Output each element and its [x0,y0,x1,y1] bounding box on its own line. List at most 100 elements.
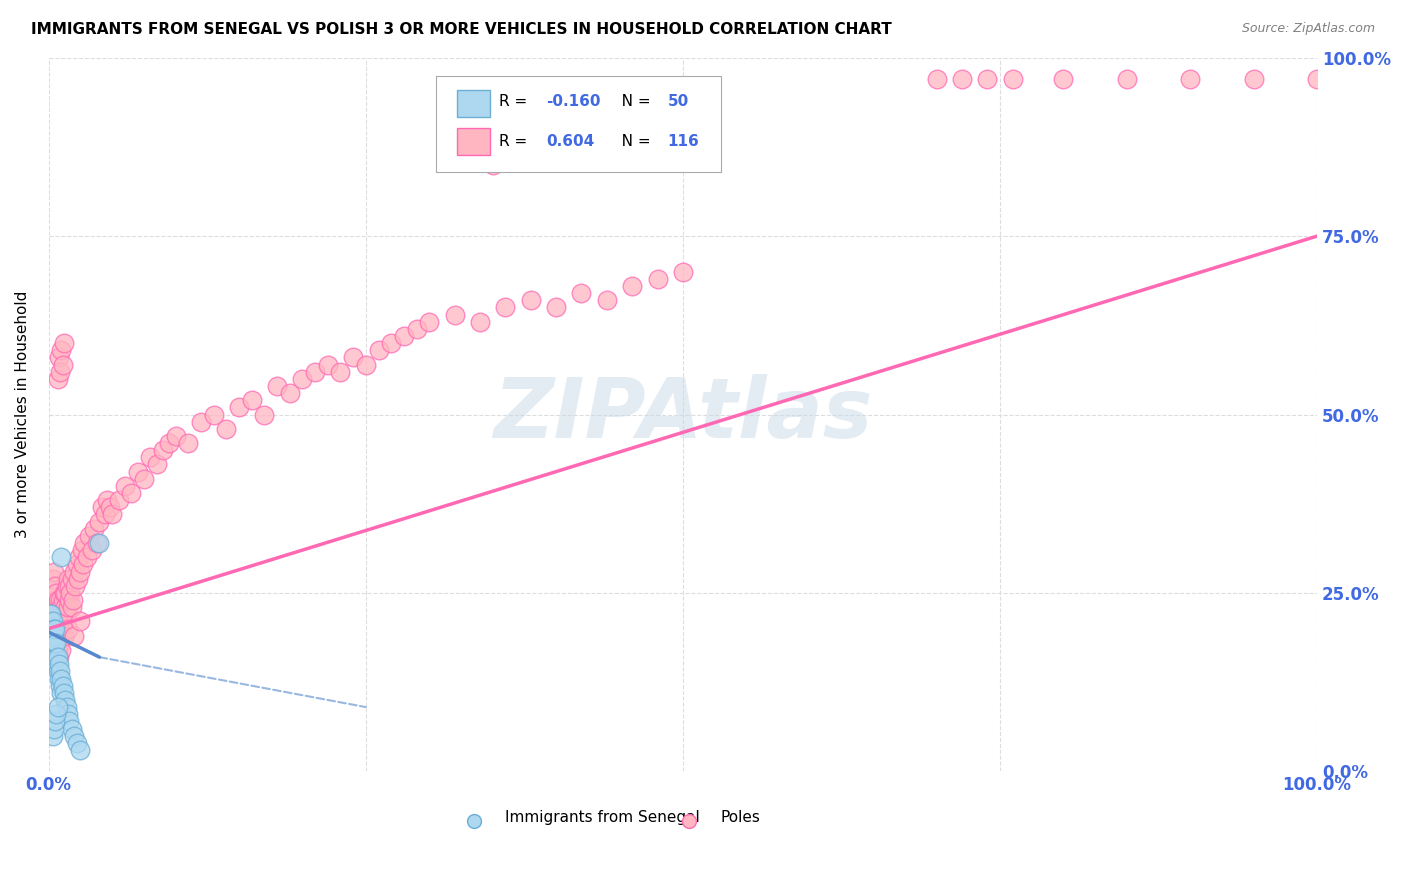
Point [101,508,124,522]
Point [392,329,415,343]
Text: 50: 50 [668,95,689,110]
Point [93,508,115,522]
Point [463,814,485,829]
Point [46,607,69,622]
Point [48,657,70,672]
Point [46,643,69,657]
Point [49,593,72,607]
Point [52,336,75,351]
Point [69,743,91,757]
Point [48,672,70,686]
Point [39,615,62,629]
Point [42,643,65,657]
Text: Source: ZipAtlas.com: Source: ZipAtlas.com [1241,22,1375,36]
Point [329,365,352,379]
Point [62,593,84,607]
Point [127,465,149,479]
Point [80,543,103,558]
Point [42,622,65,636]
Point [672,265,695,279]
Point [190,415,212,429]
Point [1243,72,1265,87]
Point [86,536,108,550]
Point [51,550,73,565]
Point [228,401,250,415]
Point [950,72,973,87]
Point [69,615,91,629]
Point [468,315,491,329]
Text: ZIPAtlas: ZIPAtlas [494,374,873,455]
Point [596,293,619,308]
Point [46,372,69,386]
Point [39,636,62,650]
Point [49,679,72,693]
Text: Immigrants from Senegal: Immigrants from Senegal [505,810,700,825]
Point [44,636,66,650]
Point [60,600,83,615]
Text: IMMIGRANTS FROM SENEGAL VS POLISH 3 OR MORE VEHICLES IN HOUSEHOLD CORRELATION CH: IMMIGRANTS FROM SENEGAL VS POLISH 3 OR M… [31,22,891,37]
Point [266,379,288,393]
Point [79,529,101,543]
Point [52,607,75,622]
Point [39,607,62,622]
Point [157,436,180,450]
Point [52,629,75,643]
Point [202,408,225,422]
Point [546,301,568,315]
Point [41,572,63,586]
Point [145,458,167,472]
Point [44,636,66,650]
Point [120,486,142,500]
Y-axis label: 3 or more Vehicles in Household: 3 or more Vehicles in Household [15,291,30,538]
Point [41,729,63,743]
Point [304,365,326,379]
Point [291,372,314,386]
Point [45,636,67,650]
Point [678,814,700,829]
Point [53,600,76,615]
Point [215,422,238,436]
Point [44,714,66,729]
Point [519,293,541,308]
Point [316,358,339,372]
Point [53,693,76,707]
Point [42,650,65,665]
Point [621,279,644,293]
Point [354,358,377,372]
Point [342,351,364,365]
Point [46,593,69,607]
Point [139,450,162,465]
Point [45,600,67,615]
Point [89,515,111,529]
Point [89,536,111,550]
Text: 116: 116 [668,135,699,149]
Point [39,629,62,643]
Point [52,593,75,607]
FancyBboxPatch shape [457,128,491,155]
Point [65,579,87,593]
Point [51,600,73,615]
Text: N =: N = [607,95,655,110]
Point [165,429,187,443]
Point [39,622,62,636]
Point [253,408,276,422]
Point [66,736,89,750]
Point [46,665,69,679]
Point [51,622,73,636]
Point [42,629,65,643]
Point [49,607,72,622]
Point [69,565,91,579]
Point [45,650,67,665]
Point [42,565,65,579]
Point [52,679,75,693]
Point [45,586,67,600]
Point [49,365,72,379]
Text: N =: N = [607,135,655,149]
Point [63,629,86,643]
Point [405,322,427,336]
Text: -0.160: -0.160 [546,95,600,110]
Point [41,615,63,629]
Point [443,308,465,322]
Text: R =: R = [499,95,531,110]
Point [114,479,136,493]
